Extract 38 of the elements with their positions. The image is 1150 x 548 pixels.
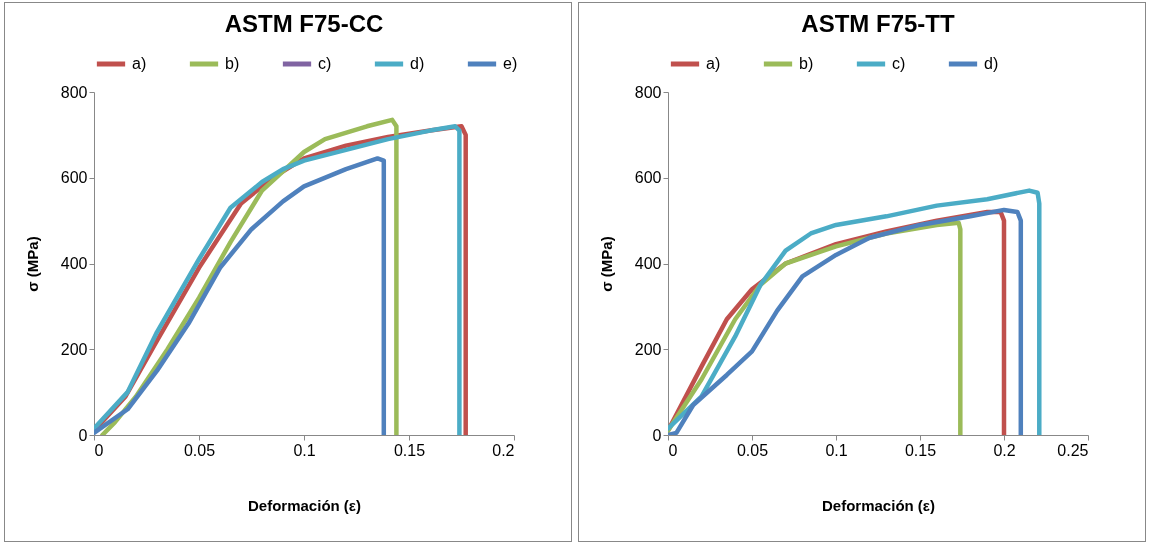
legend-label: c) bbox=[318, 55, 332, 72]
x-tick-label: 0.2 bbox=[993, 441, 1016, 459]
x-tick-label: 0.2 bbox=[492, 441, 515, 459]
y-tick-label: 200 bbox=[60, 340, 88, 358]
legend-label: a) bbox=[132, 55, 147, 72]
legend-label: d) bbox=[410, 55, 425, 72]
x-axis-title: Deformación (ε) bbox=[822, 496, 935, 514]
y-axis-title: σ (MPa) bbox=[597, 236, 615, 292]
legend-label: b) bbox=[799, 55, 814, 72]
x-tick-label: 0.15 bbox=[904, 441, 937, 459]
x-tick-label: 0.25 bbox=[1057, 441, 1089, 459]
x-axis-title: Deformación (ε) bbox=[248, 496, 361, 514]
y-tick-label: 0 bbox=[652, 426, 662, 444]
x-tick-label: 0 bbox=[94, 441, 104, 459]
y-tick-label: 200 bbox=[634, 340, 662, 358]
legend-label: a) bbox=[706, 55, 721, 72]
y-tick-label: 800 bbox=[634, 83, 662, 101]
y-tick-label: 0 bbox=[78, 426, 88, 444]
line-series bbox=[94, 156, 387, 435]
y-tick-label: 400 bbox=[60, 255, 88, 272]
legend-label: b) bbox=[225, 55, 240, 72]
y-tick-label: 800 bbox=[60, 83, 88, 101]
x-tick-label: 0 bbox=[668, 441, 678, 459]
y-axis-title: σ (MPa) bbox=[23, 236, 41, 292]
x-tick-label: 0.1 bbox=[825, 441, 848, 459]
legend-label: d) bbox=[984, 55, 999, 72]
y-tick-label: 600 bbox=[60, 169, 88, 187]
x-tick-label: 0.15 bbox=[393, 441, 426, 459]
y-tick-label: 600 bbox=[634, 169, 662, 187]
y-tick-label: 400 bbox=[634, 255, 662, 272]
x-tick-label: 0.05 bbox=[736, 441, 769, 459]
line-series bbox=[100, 117, 399, 435]
x-tick-label: 0.05 bbox=[183, 441, 216, 459]
legend-label: e) bbox=[503, 55, 518, 72]
chart-title: ASTM F75-CC bbox=[224, 10, 384, 37]
chart-title: ASTM F75-TT bbox=[801, 10, 955, 37]
x-tick-label: 0.1 bbox=[293, 441, 316, 459]
legend-label: c) bbox=[892, 55, 906, 72]
